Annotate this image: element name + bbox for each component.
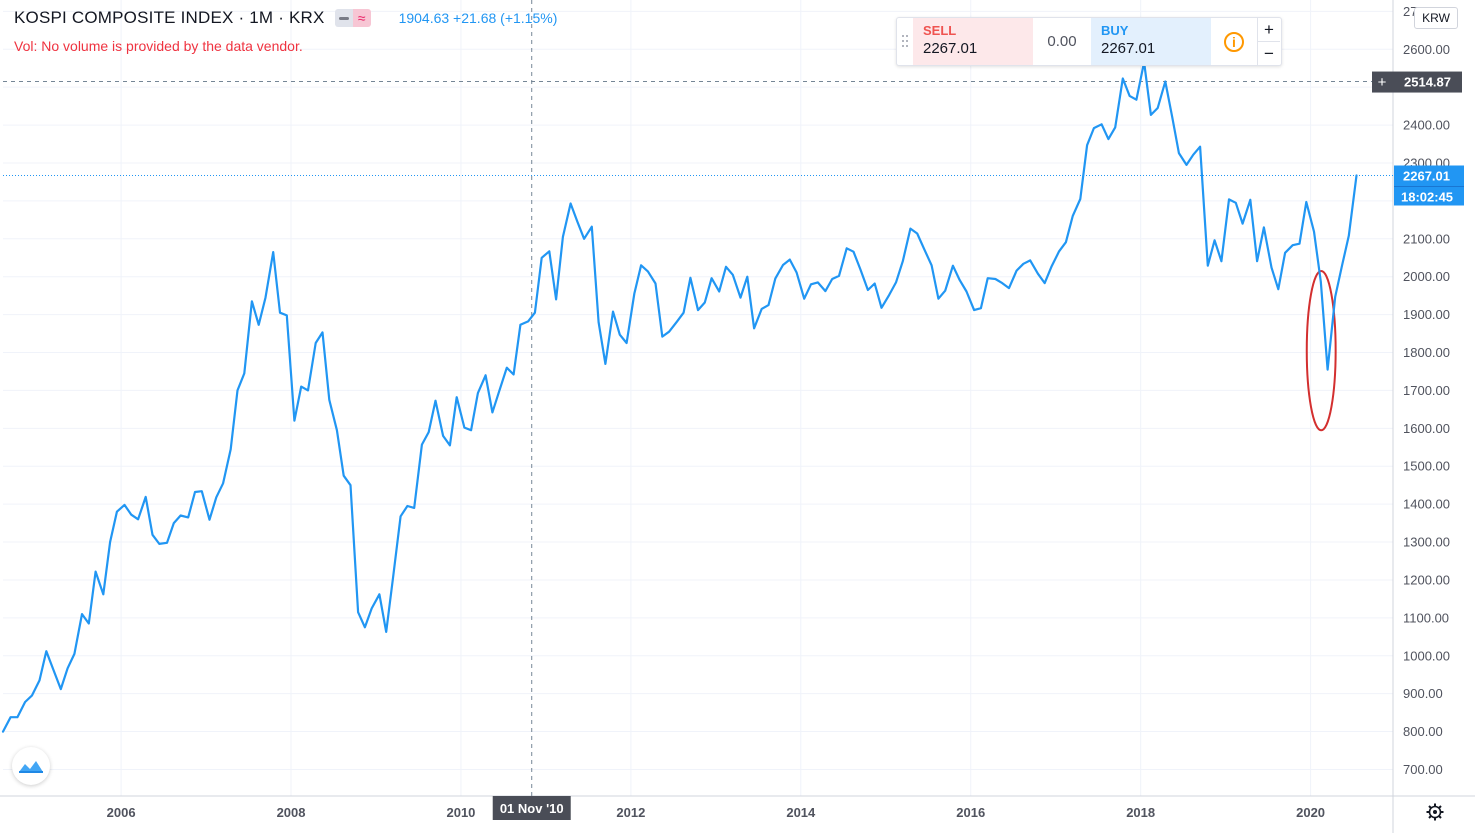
- crosshair-price-label-bg: [1372, 71, 1462, 93]
- crosshair-date-label-bg: [492, 796, 571, 820]
- highlight-ellipse: [1305, 270, 1337, 432]
- x-tick-label: 2020: [1296, 805, 1325, 820]
- x-axis[interactable]: 2006 2008 2010 2012 2014 2016 2018 2020: [107, 805, 1325, 820]
- volume-note: Vol: No volume is provided by the data v…: [14, 38, 303, 54]
- buy-button[interactable]: BUY 2267.01: [1091, 18, 1211, 65]
- y-tick-label: 2100.00: [1403, 231, 1450, 246]
- tradingview-logo-icon: [19, 761, 43, 773]
- y-tick-label: 2000.00: [1403, 269, 1450, 284]
- y-tick-label: 1800.00: [1403, 345, 1450, 360]
- y-tick-label: 1000.00: [1403, 648, 1450, 663]
- legend: KOSPI COMPOSITE INDEX · 1M · KRX ≈ 1904.…: [14, 8, 557, 28]
- spread-value: 0.00: [1047, 33, 1077, 50]
- y-tick-label: 1900.00: [1403, 307, 1450, 322]
- increase-button[interactable]: +: [1264, 19, 1274, 39]
- gear-tooth: [1428, 815, 1432, 819]
- quantity-stepper[interactable]: + −: [1257, 18, 1280, 65]
- y-tick-label: 1700.00: [1403, 383, 1450, 398]
- currency-button[interactable]: KRW: [1414, 7, 1458, 29]
- x-tick-label: 2016: [956, 805, 985, 820]
- y-tick-label: 800.00: [1403, 724, 1443, 739]
- x-tick-label: 2008: [277, 805, 306, 820]
- x-tick-label: 2018: [1126, 805, 1155, 820]
- symbol-title[interactable]: KOSPI COMPOSITE INDEX · 1M · KRX: [14, 8, 325, 27]
- x-tick-label: 2006: [107, 805, 136, 820]
- gear-tooth: [1438, 815, 1442, 819]
- y-tick-label: 1600.00: [1403, 421, 1450, 436]
- y-tick-label: 1200.00: [1403, 572, 1450, 587]
- last-price-label-bg: [1394, 165, 1464, 206]
- sell-button[interactable]: SELL 2267.01: [913, 18, 1033, 65]
- crosshair-add-icon[interactable]: +: [1378, 74, 1387, 91]
- gear-icon[interactable]: [1426, 803, 1444, 821]
- chart-style-toggle[interactable]: ≈: [334, 9, 371, 27]
- y-tick-label: 2600.00: [1403, 42, 1450, 57]
- ohlc-values: 1904.63 +21.68 (+1.15%): [398, 10, 558, 26]
- x-tick-label: 2012: [616, 805, 645, 820]
- price-series-line: [1, 61, 1358, 733]
- overlays: [3, 0, 1393, 796]
- y-tick-label: 1500.00: [1403, 459, 1450, 474]
- sell-label: SELL: [923, 23, 957, 38]
- x-tick-label: 2014: [786, 805, 816, 820]
- scale-labels: +2514.87 01 Nov '10 2267.01 18:02:45: [492, 71, 1464, 821]
- x-tick-label: 2010: [446, 805, 475, 820]
- y-tick-label: 700.00: [1403, 762, 1443, 777]
- trade-panel: SELL 2267.01 0.00 BUY 2267.01 i + −: [896, 17, 1282, 66]
- price-scale[interactable]: 700.00 800.00 900.00 1000.00 1100.00 1200.00 1…: [1403, 4, 1450, 777]
- crosshair-price-label: 2514.87: [1404, 75, 1451, 90]
- tradingview-logo-button[interactable]: [12, 747, 50, 785]
- gear-tooth: [1438, 805, 1442, 809]
- y-tick-label: 2400.00: [1403, 118, 1450, 133]
- sell-price: 2267.01: [923, 40, 978, 57]
- buy-price: 2267.01: [1101, 40, 1156, 57]
- compare-wave-icon[interactable]: ≈: [352, 9, 371, 27]
- y-tick-label: 1400.00: [1403, 497, 1450, 512]
- gear-hub: [1433, 810, 1437, 814]
- info-icon: i: [1224, 31, 1244, 52]
- y-tick-label: 1100.00: [1403, 610, 1449, 625]
- gear-tooth: [1428, 805, 1432, 809]
- countdown-label: 18:02:45: [1401, 189, 1453, 204]
- decrease-button[interactable]: −: [1258, 41, 1280, 65]
- series-layer: [1, 61, 1358, 733]
- last-price-label: 2267.01: [1403, 168, 1450, 183]
- crosshair-date-label: 01 Nov '10: [500, 801, 564, 816]
- hide-icon[interactable]: [334, 9, 353, 27]
- info-button[interactable]: i: [1211, 18, 1257, 65]
- drag-handle-icon[interactable]: [897, 18, 913, 65]
- y-tick-label: 900.00: [1403, 686, 1443, 701]
- buy-label: BUY: [1101, 23, 1129, 38]
- y-tick-label: 1300.00: [1403, 535, 1450, 550]
